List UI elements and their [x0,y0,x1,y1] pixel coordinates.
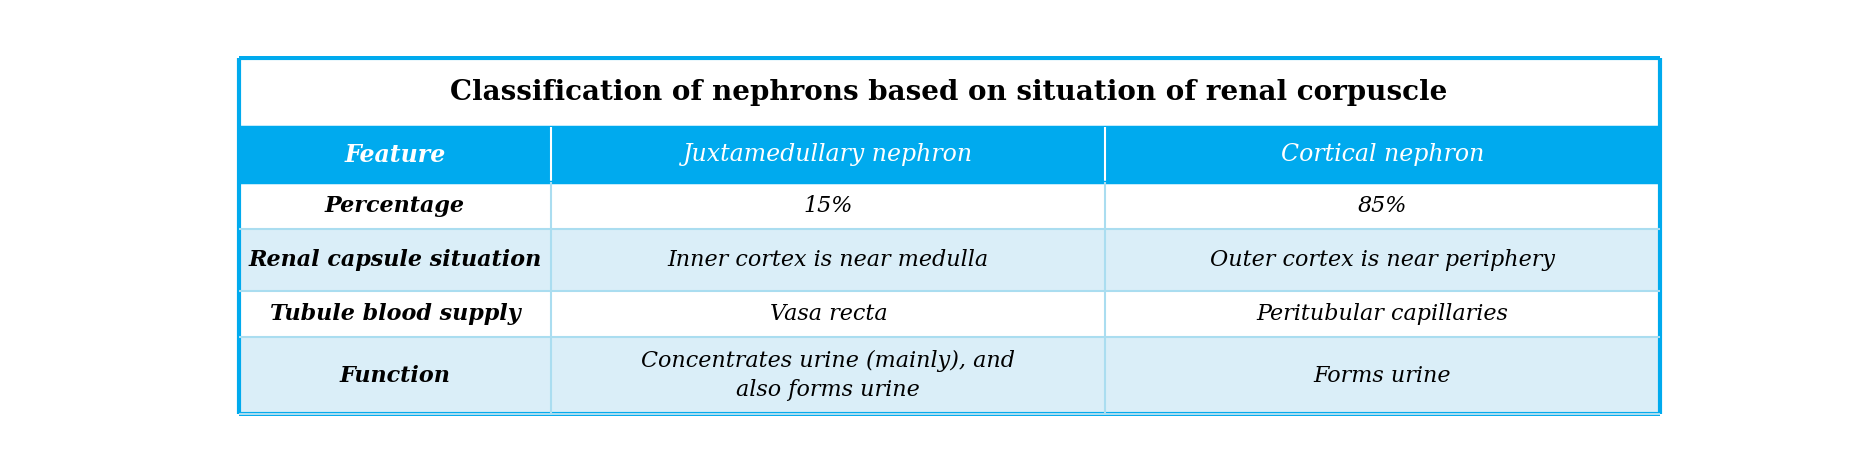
Bar [552,127,1106,183]
Bar [552,291,1106,337]
Text: 15%: 15% [804,195,854,217]
Bar [552,337,1106,414]
Text: Concentrates urine (mainly), and
also forms urine: Concentrates urine (mainly), and also fo… [641,350,1015,401]
Bar [1106,183,1659,229]
Text: Percentage: Percentage [324,195,465,217]
Text: Peritubular capillaries: Peritubular capillaries [1258,303,1509,325]
Bar [1106,229,1659,291]
Text: Forms urine: Forms urine [1313,365,1452,387]
Bar [552,229,1106,291]
Text: Vasa recta: Vasa recta [770,303,887,325]
Bar [552,183,1106,229]
Text: Juxtamedullary nephron: Juxtamedullary nephron [683,143,974,166]
Text: Inner cortex is near medulla: Inner cortex is near medulla [669,249,989,271]
Text: Tubule blood supply: Tubule blood supply [270,303,520,325]
Text: Renal capsule situation: Renal capsule situation [248,249,541,271]
Bar [239,183,552,229]
Bar [239,337,552,414]
Text: Classification of nephrons based on situation of renal corpuscle: Classification of nephrons based on situ… [450,79,1448,106]
Text: Outer cortex is near periphery: Outer cortex is near periphery [1209,249,1556,271]
Bar [239,229,552,291]
Text: Function: Function [339,365,450,387]
Bar [1106,291,1659,337]
Bar [1106,127,1659,183]
Text: 85%: 85% [1358,195,1408,217]
Bar [239,58,1659,127]
Bar [239,291,552,337]
Text: Feature: Feature [344,143,446,167]
Text: Cortical nephron: Cortical nephron [1282,143,1483,166]
Bar [1106,337,1659,414]
Bar [239,127,552,183]
